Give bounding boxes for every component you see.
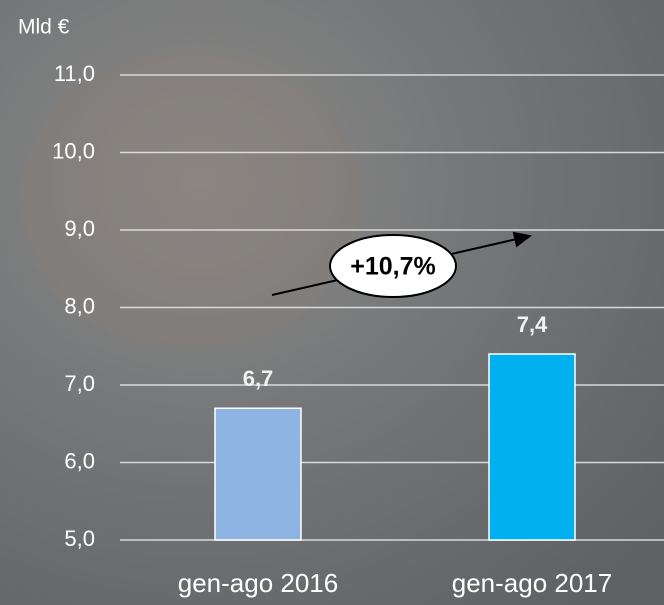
background-shape xyxy=(20,50,360,350)
annotation-bubble xyxy=(329,234,457,298)
annotation: +10,7% xyxy=(350,253,436,281)
bar xyxy=(214,407,302,541)
y-tick-label: 9,0 xyxy=(64,216,95,241)
y-tick-label: 5,0 xyxy=(64,526,95,551)
value-label: 7,4 xyxy=(517,312,548,337)
y-tick-label: 6,0 xyxy=(64,448,95,473)
bar xyxy=(488,353,576,541)
y-unit: Mld € xyxy=(18,16,70,39)
y-tick-label: 11,0 xyxy=(54,61,95,86)
x-tick-label: gen-ago 2017 xyxy=(452,568,612,598)
value-label: 6,7 xyxy=(243,366,274,391)
x-tick-label: gen-ago 2016 xyxy=(178,568,338,598)
y-tick-label: 8,0 xyxy=(64,293,95,318)
y-tick-label: 7,0 xyxy=(64,371,95,396)
y-tick-label: 10,0 xyxy=(52,138,95,163)
